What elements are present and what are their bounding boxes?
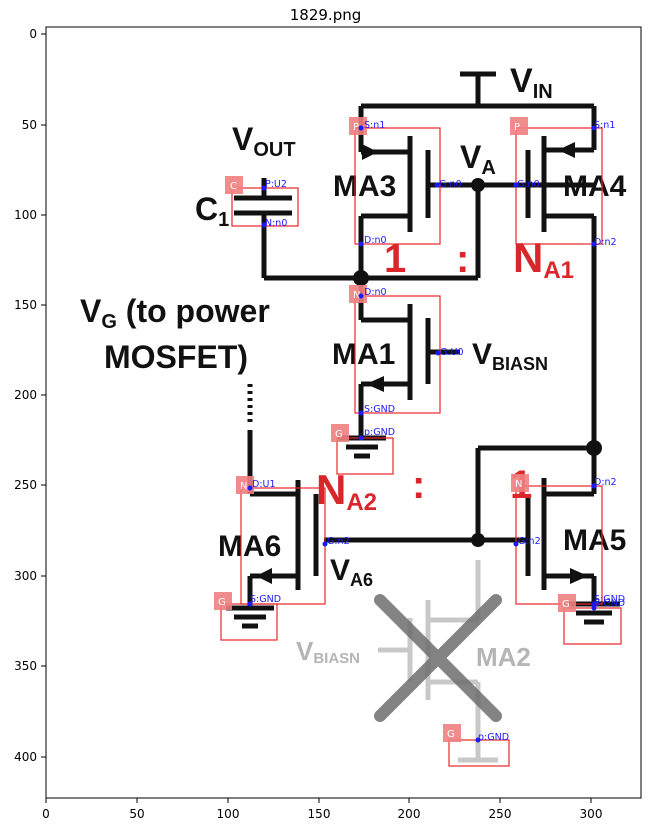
x-tick-label: 150 bbox=[308, 807, 331, 821]
vout-label: VOUT bbox=[232, 121, 296, 161]
annot-ma5-g: G:n2 bbox=[518, 536, 541, 547]
badge-n-ma6: N bbox=[240, 481, 247, 492]
annot-gnd-ma5: S:GND bbox=[594, 598, 625, 609]
ratio-bottom-na: NA2 bbox=[316, 466, 377, 516]
y-tick-label: 50 bbox=[22, 118, 37, 132]
crossed-out-ma2: MA2 VBIASN bbox=[296, 560, 531, 763]
y-tick-label: 150 bbox=[14, 298, 37, 312]
ratio-bottom-colon: : bbox=[412, 463, 425, 507]
vg-label-line2: MOSFET) bbox=[104, 339, 248, 375]
ratio-top-one: 1 bbox=[384, 237, 406, 281]
box-ma3 bbox=[354, 127, 441, 245]
x-tick-label: 50 bbox=[129, 807, 144, 821]
y-tick-label: 100 bbox=[14, 208, 37, 222]
ma4-label: MA4 bbox=[563, 170, 627, 203]
va6-label: VA6 bbox=[330, 554, 373, 590]
badge-p-ma3: P bbox=[353, 122, 359, 133]
vbiasn-label: VBIASN bbox=[472, 338, 548, 374]
badge-n-ma5: N bbox=[515, 479, 522, 490]
badge-g-ma5: G bbox=[562, 599, 570, 610]
annot-ma1-g: G:U0 bbox=[440, 347, 464, 358]
component-badges: C P P N G N N G G G bbox=[214, 117, 576, 742]
c1-label: C1 bbox=[195, 191, 229, 231]
annot-c-plus: P:U2 bbox=[265, 179, 287, 190]
pin-annotations: P:U2 N:n0 S:n1 G:n0 D:n0 S:n1 G:n0 D:n2 … bbox=[250, 120, 625, 743]
badge-c: C bbox=[230, 181, 237, 192]
x-axis: 0 50 100 150 200 250 300 bbox=[42, 798, 602, 821]
ma2-label: MA2 bbox=[476, 642, 531, 672]
vbiasn2-label: VBIASN bbox=[296, 636, 360, 667]
gate-node-dot bbox=[471, 533, 485, 547]
ma3-label: MA3 bbox=[333, 170, 396, 203]
annot-ma3-g: G:n0 bbox=[439, 179, 462, 190]
annot-gnd-bottom: p:GND bbox=[478, 732, 509, 743]
ratio-top-colon: : bbox=[456, 237, 469, 281]
y-tick-label: 300 bbox=[14, 569, 37, 583]
y-tick-label: 0 bbox=[29, 27, 37, 41]
badge-n-ma1: N bbox=[353, 290, 360, 301]
annot-ma3-d: D:n0 bbox=[364, 235, 387, 246]
annot-gnd1: p:GND bbox=[364, 427, 395, 438]
x-tick-label: 300 bbox=[580, 807, 603, 821]
annot-c-minus: N:n0 bbox=[265, 218, 287, 229]
annot-ma4-g: G:n0 bbox=[517, 179, 540, 190]
va-node-dot bbox=[471, 178, 485, 192]
transistor-arrows bbox=[256, 142, 588, 584]
annot-ma6-s: S:GND bbox=[250, 594, 281, 605]
pin-points bbox=[247, 125, 597, 743]
ma4-arrow bbox=[558, 142, 575, 158]
ma6-label: MA6 bbox=[218, 530, 281, 563]
badge-p-ma4: P bbox=[514, 122, 520, 133]
ratio-top-na: NA1 bbox=[513, 234, 574, 284]
ma5-label: MA5 bbox=[563, 524, 626, 557]
center-node-dot bbox=[353, 270, 369, 286]
annot-ma5-d: D:n2 bbox=[594, 477, 617, 488]
annot-ma6-d: D:U1 bbox=[252, 479, 276, 490]
vin-label: VIN bbox=[510, 62, 553, 103]
axes-frame bbox=[45, 26, 642, 799]
annot-ma1-s: S:GND bbox=[364, 404, 395, 415]
plot-title: 1829.png bbox=[289, 6, 362, 24]
annot-ma1-d: D:n0 bbox=[364, 287, 387, 298]
right-node-dot bbox=[586, 440, 602, 456]
annot-ma5-s: S:GND bbox=[594, 594, 625, 605]
detection-boxes bbox=[220, 127, 622, 767]
ma5-arrow bbox=[570, 568, 588, 584]
schematic-labels: VIN VOUT VA C1 MA3 MA4 MA1 VBIASN VG (to… bbox=[80, 62, 627, 590]
y-tick-label: 400 bbox=[14, 750, 37, 764]
annot-ma4-s: S:n1 bbox=[594, 120, 615, 131]
y-tick-label: 250 bbox=[14, 478, 37, 492]
va-label: VA bbox=[460, 139, 496, 179]
vg-label-line1: VG (to power bbox=[80, 293, 270, 333]
ma6-arrow bbox=[256, 568, 272, 584]
y-tick-label: 200 bbox=[14, 388, 37, 402]
x-tick-label: 0 bbox=[42, 807, 50, 821]
x-tick-label: 200 bbox=[398, 807, 421, 821]
junction-dots bbox=[353, 178, 602, 547]
y-tick-label: 350 bbox=[14, 659, 37, 673]
ma1-label: MA1 bbox=[332, 338, 395, 371]
badge-g-ma6: G bbox=[218, 597, 226, 608]
box-gnd-ma1 bbox=[336, 437, 394, 475]
badge-g-bottom: G bbox=[447, 729, 455, 740]
ma3-arrow bbox=[362, 144, 378, 160]
annot-ma3-s: S:n1 bbox=[364, 120, 385, 131]
x-tick-label: 250 bbox=[489, 807, 512, 821]
badge-g-ma1: G bbox=[335, 429, 343, 440]
annot-ma6-g: G:n2 bbox=[327, 536, 350, 547]
ma1-arrow bbox=[366, 376, 384, 392]
y-axis: 0 50 100 150 200 250 300 350 400 bbox=[14, 27, 46, 764]
x-tick-label: 100 bbox=[217, 807, 240, 821]
annot-ma4-d: D:n2 bbox=[594, 237, 617, 248]
